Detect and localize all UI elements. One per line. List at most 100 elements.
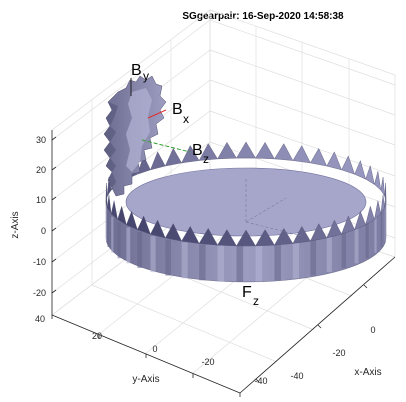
z-tick-label: 30: [36, 135, 46, 145]
y-ticks: [51, 315, 241, 397]
ring-tooth: [326, 151, 342, 171]
pinion-highlight: [126, 88, 152, 172]
ring-tooth: [110, 200, 118, 221]
ring-wall-tooth-face: [354, 227, 359, 264]
ring-wall-tooth-face: [217, 245, 225, 282]
ring-tooth: [354, 160, 366, 180]
ring-tooth: [150, 151, 166, 171]
ring-tooth: [341, 155, 355, 175]
ring-wall-tooth-face: [384, 205, 386, 242]
ring-tooth: [126, 210, 138, 231]
ring-tooth: [255, 142, 275, 160]
y-tick-label: 40: [35, 314, 45, 324]
ring-wall-tooth-face: [181, 242, 188, 279]
ring-tooth: [181, 225, 200, 244]
ring-tooth: [150, 219, 166, 239]
frame-sub-bx: x: [183, 112, 189, 126]
x-ticks: [255, 284, 368, 383]
ring-wall-teeth: [106, 205, 386, 282]
ring-tooth: [310, 223, 328, 242]
ring-wall-tooth-face: [326, 236, 332, 273]
ring-wall-tooth-face: [107, 210, 109, 247]
ring-wall-tooth-face: [199, 244, 206, 281]
ring-wall-tooth-face: [341, 232, 347, 269]
frame-label-bz: B: [192, 142, 203, 159]
ring-tooth: [107, 194, 112, 214]
x-tick-label: -20: [332, 348, 345, 358]
pinion-teeth-shadow: [104, 102, 118, 188]
ring-wall-tooth-face: [236, 246, 244, 282]
ring-tooth: [384, 188, 387, 209]
ring-tooth: [217, 142, 237, 160]
ring-wall-tooth-face: [292, 242, 300, 279]
frame-b-z-axis: [141, 139, 191, 153]
ring-tooth: [164, 147, 182, 167]
z-tick-label: 10: [36, 195, 46, 205]
ring-wall-tooth-face: [111, 216, 114, 253]
frame-b-x-axis: [147, 109, 167, 119]
frame-label-bx: B: [172, 101, 183, 118]
ring-gear: [105, 141, 387, 283]
z-axis-label: z-Axis: [10, 211, 21, 238]
ring-teeth-front: [105, 188, 387, 247]
ring-wall-tooth-face: [106, 205, 107, 242]
ring-tooth: [236, 141, 256, 159]
ring-wall-tooth-face: [310, 239, 317, 276]
z-tick-label: -20: [33, 288, 46, 298]
ring-tooth: [236, 229, 256, 247]
y-tick-label: 20: [92, 331, 102, 341]
ring-tooth: [374, 200, 382, 221]
ring-wall-tooth-face: [150, 236, 156, 273]
ring-tooth: [137, 215, 151, 235]
ring-tooth: [365, 165, 375, 185]
chart-title: SGgearpair: 16-Sep-2020 14:58:38: [182, 11, 344, 22]
ring-tooth: [105, 188, 108, 209]
frame-f-internal: [245, 178, 303, 237]
frame-b-axes: [130, 78, 191, 153]
ring-tooth: [137, 155, 151, 175]
z-tick-label: -10: [33, 257, 46, 267]
z-tick-label: 0: [41, 226, 46, 236]
frame-sub-bz: z: [203, 152, 209, 166]
y-tick-label: -20: [201, 357, 214, 367]
ring-tooth: [380, 177, 385, 197]
ring-tooth: [198, 143, 218, 161]
x-tick-label: 0: [370, 325, 375, 335]
ring-wall-tooth-face: [274, 244, 281, 281]
z-ticks: [51, 136, 57, 294]
ring-wall-tooth-face: [117, 222, 121, 259]
ring-tooth: [341, 215, 355, 235]
z-tick-label: 20: [36, 165, 46, 175]
ring-tooth: [117, 205, 127, 226]
pinion-gear: [103, 75, 167, 197]
ring-tooth: [164, 223, 182, 242]
ring-tooth: [274, 143, 294, 161]
ring-wall-tooth-face: [365, 222, 369, 259]
ring-tooth: [310, 147, 328, 167]
ring-wall-tooth-face: [165, 239, 171, 276]
ring-wall-tooth-face: [255, 245, 263, 282]
frame-sub-fz: z: [253, 294, 259, 308]
x-tick-label: -40: [290, 371, 303, 381]
ring-wall-tooth-face: [380, 210, 383, 247]
ring-tooth: [380, 194, 385, 214]
y-tick-label: -40: [254, 376, 267, 386]
ring-wall-tooth-face: [374, 216, 377, 253]
y-tick-label: 0: [152, 344, 157, 354]
ring-tooth: [354, 210, 366, 231]
ring-tooth: [255, 229, 275, 247]
ring-wall-tooth-face: [126, 227, 131, 264]
x-axis-label: x-Axis: [354, 367, 381, 378]
frame-label-by: B: [131, 62, 142, 79]
frame-label-fz: F: [242, 284, 252, 301]
frame-sub-by: y: [143, 69, 149, 83]
ring-tooth: [198, 227, 218, 246]
ring-tooth: [181, 145, 200, 164]
y-axis-label: y-Axis: [132, 374, 159, 385]
ring-tooth: [274, 227, 294, 246]
ring-tooth: [217, 229, 237, 247]
ring-tooth: [365, 205, 375, 226]
ring-tooth: [374, 171, 382, 191]
ring-wall-tooth-face: [137, 232, 142, 269]
